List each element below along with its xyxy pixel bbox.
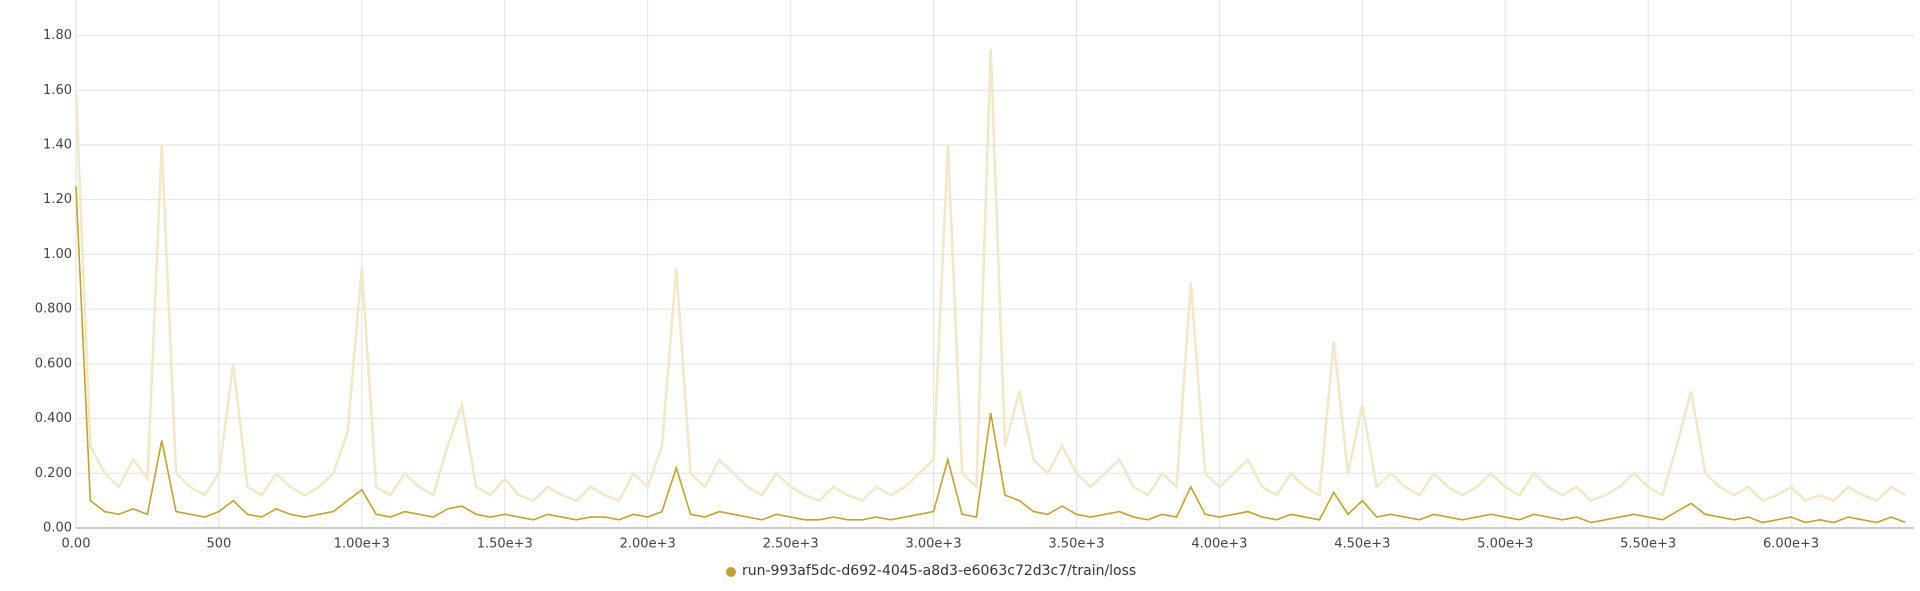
x-tick-label: 500: [207, 537, 232, 552]
y-tick-label: 0.800: [35, 302, 72, 317]
y-tick-label: 1.00: [43, 247, 72, 262]
legend-marker: [726, 567, 736, 577]
y-tick-label: 0.200: [35, 466, 72, 481]
x-tick-label: 3.50e+3: [1048, 537, 1104, 552]
x-tick-label: 3.00e+3: [905, 537, 961, 552]
x-tick-label: 4.50e+3: [1334, 537, 1390, 552]
y-tick-label: 1.40: [43, 137, 72, 152]
y-tick-label: 1.60: [43, 83, 72, 98]
y-tick-label: 0.400: [35, 411, 72, 426]
x-tick-label: 5.50e+3: [1620, 537, 1676, 552]
x-tick-label: 0.00: [62, 537, 91, 552]
x-tick-label: 4.00e+3: [1191, 537, 1247, 552]
x-tick-label: 2.50e+3: [763, 537, 819, 552]
legend-item: run-993af5dc-d692-4045-a8d3-e6063c72d3c7…: [726, 563, 1136, 579]
y-tick-label: 0.00: [43, 521, 72, 536]
y-tick-label: 0.600: [35, 356, 72, 371]
series-line: [75, 185, 1906, 524]
raw-line: [74, 49, 1907, 503]
legend-label: run-993af5dc-d692-4045-a8d3-e6063c72d3c7…: [742, 563, 1136, 579]
x-tick-label: 1.00e+3: [334, 537, 390, 552]
y-tick-label: 1.20: [43, 192, 72, 207]
x-tick-label: 1.50e+3: [477, 537, 533, 552]
y-tick-label: 1.80: [43, 28, 72, 43]
x-tick-label: 2.00e+3: [620, 537, 676, 552]
x-tick-label: 6.00e+3: [1763, 537, 1819, 552]
x-tick-label: 5.00e+3: [1477, 537, 1533, 552]
